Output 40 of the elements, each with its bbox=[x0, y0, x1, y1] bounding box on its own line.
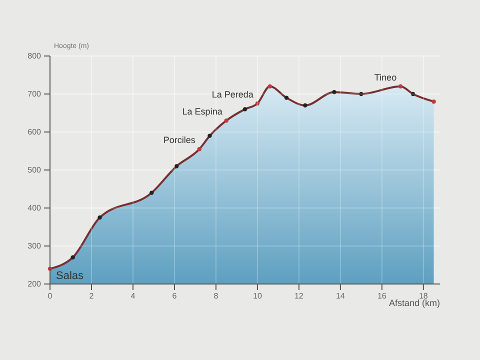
point bbox=[410, 92, 416, 96]
point bbox=[359, 92, 364, 96]
annotation: La Espina bbox=[182, 106, 222, 117]
x-tick-label: 4 bbox=[130, 292, 136, 301]
point bbox=[197, 146, 202, 152]
x-tick-label: 0 bbox=[48, 292, 53, 301]
x-tick-label: 12 bbox=[294, 292, 304, 301]
annotation: Salas bbox=[56, 270, 84, 282]
point bbox=[268, 84, 272, 89]
point bbox=[242, 107, 248, 112]
x-tick-label: 14 bbox=[336, 292, 346, 301]
point bbox=[398, 84, 403, 89]
point bbox=[432, 99, 436, 104]
point bbox=[70, 255, 75, 260]
annotation: Tineo bbox=[374, 72, 397, 82]
annotation: La Pereda bbox=[212, 90, 254, 100]
x-tick-label: 6 bbox=[172, 292, 178, 301]
y-tick-label: 700 bbox=[28, 90, 42, 99]
x-axis-title: Afstand (km) bbox=[388, 298, 440, 308]
point bbox=[150, 190, 154, 195]
y-tick-label: 500 bbox=[28, 166, 42, 175]
y-tick-label: 400 bbox=[28, 204, 42, 213]
x-tick-label: 10 bbox=[252, 292, 262, 301]
y-tick-label: 300 bbox=[28, 242, 42, 251]
point bbox=[174, 164, 179, 168]
x-tick-label: 18 bbox=[418, 292, 428, 301]
y-tick-label: 800 bbox=[28, 52, 42, 61]
point bbox=[303, 103, 308, 108]
x-tick-label: 2 bbox=[89, 292, 94, 301]
point bbox=[98, 215, 102, 220]
point bbox=[284, 96, 289, 100]
point bbox=[255, 101, 260, 106]
point bbox=[208, 134, 212, 138]
point bbox=[224, 118, 228, 123]
point bbox=[332, 90, 336, 94]
x-tick-label: 16 bbox=[377, 292, 387, 301]
x-tick-label: 8 bbox=[214, 292, 219, 301]
y-tick-label: 600 bbox=[28, 128, 42, 137]
annotation: Porciles bbox=[163, 135, 196, 146]
y-tick-label: 200 bbox=[28, 280, 42, 289]
